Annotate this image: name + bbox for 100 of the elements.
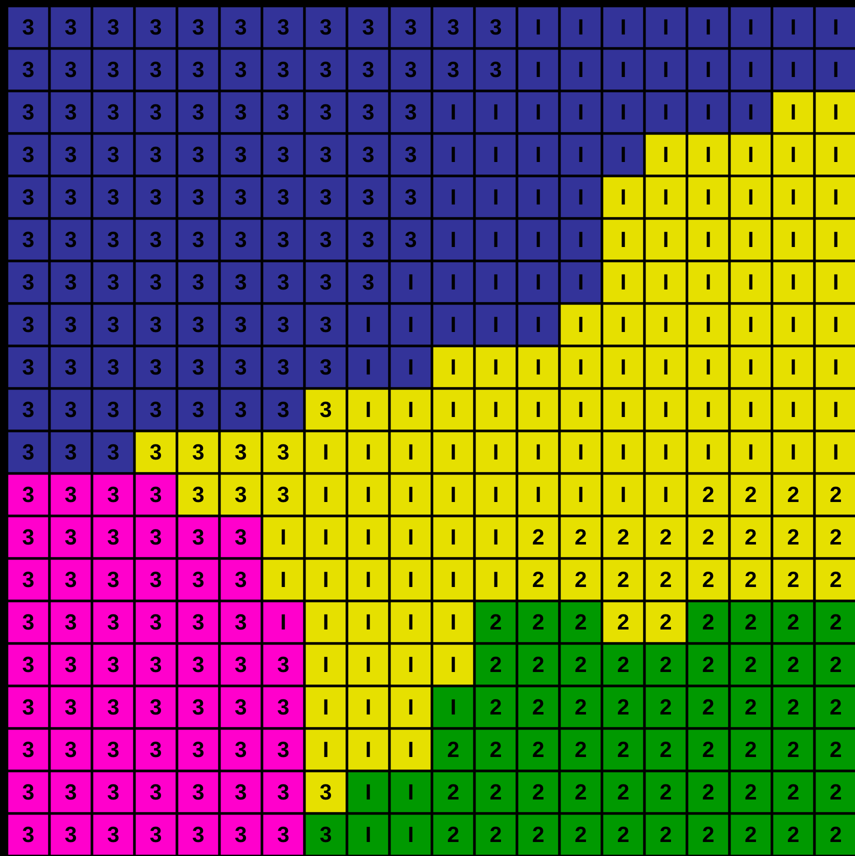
- data-label: 3: [277, 56, 290, 82]
- data-label: 3: [64, 736, 77, 762]
- text: I: [705, 396, 712, 422]
- data-label: 2: [617, 779, 630, 804]
- data-label: 2: [490, 609, 502, 634]
- data-label: 3: [150, 354, 162, 380]
- data-label: 3: [22, 312, 34, 337]
- data-label: 3: [22, 396, 34, 422]
- data-label: 2: [787, 779, 800, 804]
- text: I: [492, 354, 499, 380]
- data-label: 2: [574, 822, 587, 847]
- data-label: 3: [277, 652, 290, 677]
- text: I: [365, 609, 372, 634]
- data-label: 2: [660, 736, 672, 762]
- data-label: 3: [22, 779, 34, 804]
- data-label: 3: [362, 226, 374, 252]
- data-label: 3: [320, 14, 332, 40]
- data-label: 3: [234, 652, 247, 677]
- data-label: 2: [490, 694, 502, 720]
- data-label: 2: [787, 524, 800, 550]
- data-label: 3: [107, 269, 120, 294]
- text: I: [450, 396, 456, 422]
- data-label: 3: [107, 694, 120, 720]
- data-label: 3: [404, 56, 417, 82]
- data-label: 2: [447, 736, 460, 762]
- text: I: [705, 14, 712, 40]
- data-label: 3: [490, 56, 502, 82]
- text: I: [705, 354, 712, 380]
- data-label: 2: [532, 652, 544, 677]
- data-label: 3: [362, 99, 374, 124]
- text: I: [748, 396, 754, 422]
- data-label: 3: [192, 354, 204, 380]
- data-label: 3: [192, 482, 204, 507]
- data-label: 3: [22, 354, 34, 380]
- text: I: [365, 524, 372, 550]
- data-label: 3: [404, 226, 417, 252]
- data-label: 2: [574, 694, 587, 720]
- text: I: [492, 312, 499, 337]
- text: I: [492, 99, 499, 124]
- text: I: [578, 56, 584, 82]
- data-label: 3: [234, 439, 247, 464]
- data-label: 3: [150, 14, 162, 40]
- data-label: 3: [277, 312, 290, 337]
- text: I: [620, 269, 626, 294]
- text: I: [408, 312, 414, 337]
- data-label: 3: [320, 312, 332, 337]
- data-label: 3: [320, 99, 332, 124]
- data-label: 3: [234, 566, 247, 592]
- data-label: 3: [150, 99, 162, 124]
- data-label: 3: [404, 184, 417, 210]
- text: I: [408, 524, 414, 550]
- data-label: 3: [107, 736, 120, 762]
- data-label: 2: [702, 694, 714, 720]
- data-label: 3: [150, 56, 162, 82]
- data-label: 3: [234, 184, 247, 210]
- text: I: [790, 312, 796, 337]
- data-label: 2: [702, 652, 714, 677]
- text: I: [322, 439, 329, 464]
- data-label: 3: [320, 396, 332, 422]
- text: I: [578, 354, 584, 380]
- text: I: [535, 99, 542, 124]
- text: I: [492, 439, 499, 464]
- text: I: [365, 652, 372, 677]
- text: I: [450, 524, 456, 550]
- data-label: 3: [277, 184, 290, 210]
- data-label: 3: [64, 822, 77, 847]
- data-label: 3: [150, 396, 162, 422]
- text: I: [620, 99, 626, 124]
- data-label: 2: [617, 652, 630, 677]
- data-label: 2: [660, 694, 672, 720]
- data-label: 3: [192, 14, 204, 40]
- data-label: 3: [64, 609, 77, 634]
- data-label: 2: [787, 736, 800, 762]
- data-label: 2: [830, 822, 842, 847]
- text: I: [748, 354, 754, 380]
- data-label: 2: [702, 566, 714, 592]
- data-label: 3: [22, 142, 34, 167]
- data-label: 3: [234, 226, 247, 252]
- text: I: [535, 142, 542, 167]
- data-label: 3: [64, 142, 77, 167]
- data-label: 3: [320, 56, 332, 82]
- data-label: 3: [192, 396, 204, 422]
- data-label: 2: [660, 779, 672, 804]
- text: I: [365, 822, 372, 847]
- data-label: 3: [192, 99, 204, 124]
- data-label: 2: [490, 652, 502, 677]
- data-label: 3: [234, 736, 247, 762]
- data-label: 3: [22, 736, 34, 762]
- text: I: [578, 226, 584, 252]
- data-label: 3: [150, 652, 162, 677]
- text: I: [365, 439, 372, 464]
- text: I: [832, 354, 839, 380]
- text: I: [620, 439, 626, 464]
- data-label: 3: [107, 99, 120, 124]
- text: I: [620, 396, 626, 422]
- data-label: 3: [234, 14, 247, 40]
- text: I: [450, 439, 456, 464]
- data-label: 2: [574, 652, 587, 677]
- data-label: 3: [64, 312, 77, 337]
- text: I: [705, 184, 712, 210]
